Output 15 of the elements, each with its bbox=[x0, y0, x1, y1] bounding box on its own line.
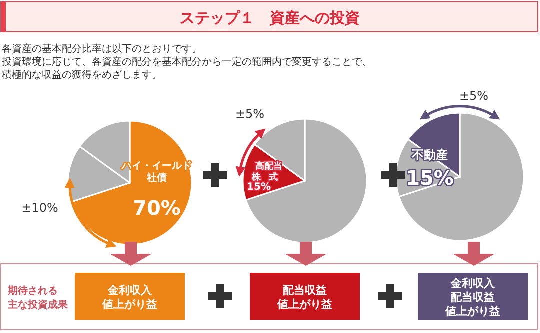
pie-slice bbox=[245, 118, 368, 244]
text: ±10% bbox=[22, 201, 58, 215]
text: 金利収入値上がり益 bbox=[102, 284, 158, 311]
text: ステップ１ 資産への投資 bbox=[180, 9, 360, 27]
text: ±5% bbox=[459, 89, 489, 103]
slice-label: 高配当株式 bbox=[251, 161, 286, 183]
text: 配当収益値上がり益 bbox=[276, 284, 332, 311]
text: 期待される主な投資成果 bbox=[7, 285, 69, 311]
text: ±5% bbox=[235, 107, 265, 121]
text: 各資産の基本配分比率は以下のとおりです。投資環境に応じて、各資産の配分を基本配分から一定の範囲内で変更することで、積極的な収益の獲得をめざします。 bbox=[1, 43, 372, 81]
data-label: 70% bbox=[133, 196, 181, 220]
pie-slice bbox=[398, 112, 525, 242]
data-label: 15% bbox=[406, 166, 454, 190]
text: 金利収入配当収益値上がり益 bbox=[444, 277, 500, 318]
data-label: 15% bbox=[247, 182, 271, 193]
